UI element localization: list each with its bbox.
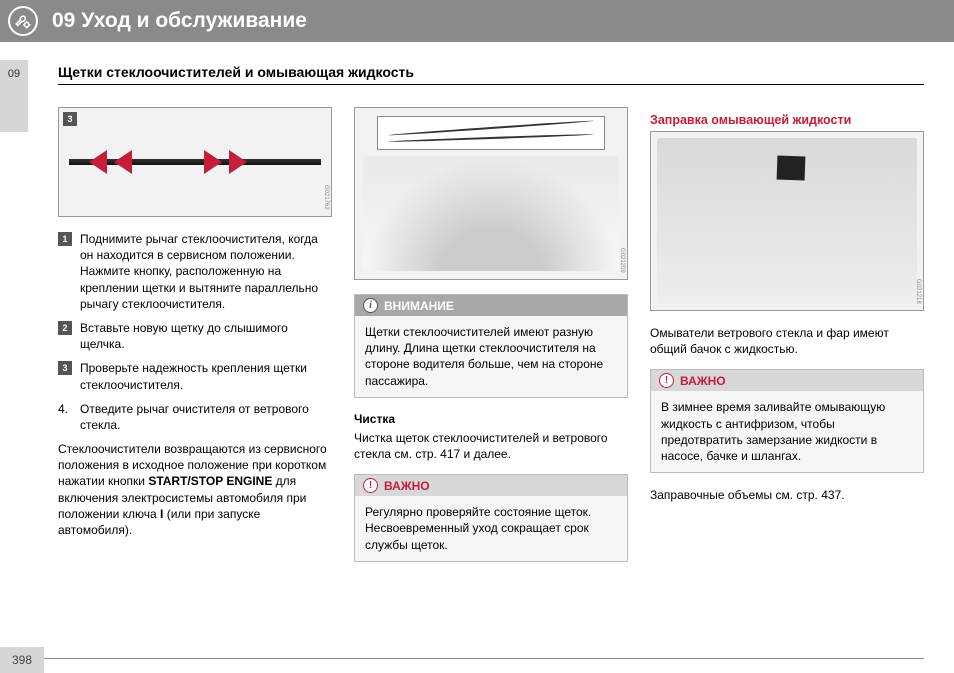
note-body: Щетки стеклоочистителей имеют разную дли… xyxy=(355,316,627,397)
step-text: Поднимите рычаг стеклоочистителя, когда … xyxy=(80,231,332,312)
step-item: 3 Проверьте надежность крепления щетки с… xyxy=(58,360,332,392)
step-badge: 1 xyxy=(58,232,72,246)
note-header: i ВНИМАНИЕ xyxy=(355,295,627,316)
alert-icon: ! xyxy=(659,373,674,388)
figure-wiper-remove: 3 G021762 xyxy=(58,107,332,217)
subsection-heading: Чистка xyxy=(354,412,628,426)
content-columns: 3 G021762 1 Поднимите рычаг стеклоочисти… xyxy=(58,107,924,576)
note-attention: i ВНИМАНИЕ Щетки стеклоочистителей имеют… xyxy=(354,294,628,398)
note-body: В зимнее время заливайте омывающую жидко… xyxy=(651,391,923,472)
step-badge: 2 xyxy=(58,321,72,335)
step-text: Проверьте надежность крепления щетки сте… xyxy=(80,360,332,392)
paragraph: Чистка щеток стеклоочистителей и ветрово… xyxy=(354,430,628,462)
page-content: Щетки стеклоочистителей и омывающая жидк… xyxy=(0,42,954,576)
figure-id: G021762 xyxy=(323,185,329,210)
page-number: 398 xyxy=(0,647,44,673)
section-heading-row: Щетки стеклоочистителей и омывающая жидк… xyxy=(58,64,924,85)
info-icon: i xyxy=(363,298,378,313)
note-important: ! ВАЖНО Регулярно проверяйте состояние щ… xyxy=(354,474,628,562)
note-important: ! ВАЖНО В зимнее время заливайте омывающ… xyxy=(650,369,924,473)
sidebar-chapter-tab: 09 xyxy=(0,60,28,132)
chapter-title: 09 Уход и обслуживание xyxy=(52,9,307,33)
step-text: Отведите рычаг очистителя от ветрового с… xyxy=(80,401,332,433)
step-item: 2 Вставьте новую щетку до слышимого щелч… xyxy=(58,320,332,352)
section-heading: Щетки стеклоочистителей и омывающая жидк… xyxy=(58,64,414,80)
figure-id: G021209 xyxy=(619,248,625,273)
column-2: G021209 i ВНИМАНИЕ Щетки стеклоочистител… xyxy=(354,107,628,576)
footer-rule xyxy=(44,658,924,659)
chapter-header: 09 Уход и обслуживание xyxy=(0,0,954,42)
subsection-heading-red: Заправка омывающей жидкости xyxy=(650,113,924,127)
figure-step-badge: 3 xyxy=(63,112,77,126)
column-3: Заправка омывающей жидкости G021218 Омыв… xyxy=(650,107,924,576)
step-badge: 3 xyxy=(58,361,72,375)
step-number: 4. xyxy=(58,401,72,433)
wrench-icon xyxy=(8,6,38,36)
figure-windshield: G021209 xyxy=(354,107,628,280)
step-list: 1 Поднимите рычаг стеклоочистителя, когд… xyxy=(58,231,332,433)
note-header: ! ВАЖНО xyxy=(651,370,923,391)
column-1: 3 G021762 1 Поднимите рычаг стеклоочисти… xyxy=(58,107,332,576)
figure-engine-bay: G021218 xyxy=(650,131,924,311)
step-item: 4. Отведите рычаг очистителя от ветровог… xyxy=(58,401,332,433)
figure-id: G021218 xyxy=(915,279,921,304)
paragraph: Заправочные объемы см. стр. 437. xyxy=(650,487,924,503)
note-body: Регулярно проверяйте состояние щеток. Не… xyxy=(355,496,627,561)
paragraph: Омыватели ветрового стекла и фар имеют о… xyxy=(650,325,924,357)
step-item: 1 Поднимите рычаг стеклоочистителя, когд… xyxy=(58,231,332,312)
note-header: ! ВАЖНО xyxy=(355,475,627,496)
paragraph: Стеклоочистители возвращаются из сервисн… xyxy=(58,441,332,538)
alert-icon: ! xyxy=(363,478,378,493)
step-text: Вставьте новую щетку до слышимого щелчка… xyxy=(80,320,332,352)
